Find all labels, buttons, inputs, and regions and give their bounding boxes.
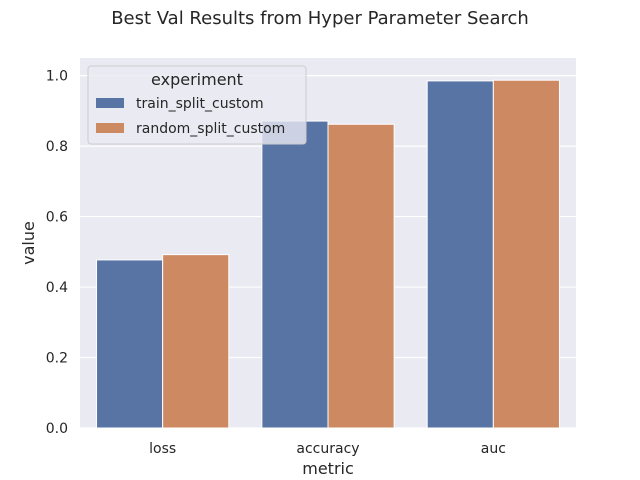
legend-entry-random-split-custom: random_split_custom — [136, 121, 285, 137]
bar-loss-random-split-custom — [162, 254, 230, 429]
chart-title: Best Val Results from Hyper Parameter Se… — [111, 8, 529, 29]
y-tick-label: 0.4 — [46, 280, 68, 296]
y-tick-label: 0.8 — [46, 139, 68, 155]
x-axis-label: metric — [302, 459, 354, 478]
y-tick-label: 0.6 — [46, 210, 68, 226]
bar-loss-train-split-custom — [96, 259, 164, 429]
y-tick-label: 1.0 — [46, 69, 68, 85]
legend: experiment train_split_custom random_spl… — [87, 65, 307, 145]
x-tick-label-loss: loss — [149, 441, 176, 457]
y-tick-label: 0.0 — [46, 421, 68, 437]
legend-box — [87, 65, 307, 145]
bars — [96, 79, 560, 429]
x-tick-label-auc: auc — [481, 441, 506, 457]
x-tick-label-accuracy: accuracy — [296, 441, 359, 457]
legend-swatch-train-split-custom — [96, 98, 124, 108]
x-axis-ticks: loss accuracy auc — [149, 441, 506, 457]
bar-auc-train-split-custom — [426, 80, 494, 429]
y-axis-ticks: 0.0 0.2 0.4 0.6 0.8 1.0 — [46, 69, 68, 437]
y-tick-label: 0.2 — [46, 351, 68, 367]
y-axis-label: value — [19, 221, 38, 265]
legend-entry-train-split-custom: train_split_custom — [136, 96, 264, 112]
bar-accuracy-random-split-custom — [327, 123, 395, 429]
bar-auc-random-split-custom — [492, 79, 560, 429]
legend-swatch-random-split-custom — [96, 123, 124, 133]
bar-accuracy-train-split-custom — [261, 120, 329, 429]
legend-title: experiment — [151, 70, 243, 89]
